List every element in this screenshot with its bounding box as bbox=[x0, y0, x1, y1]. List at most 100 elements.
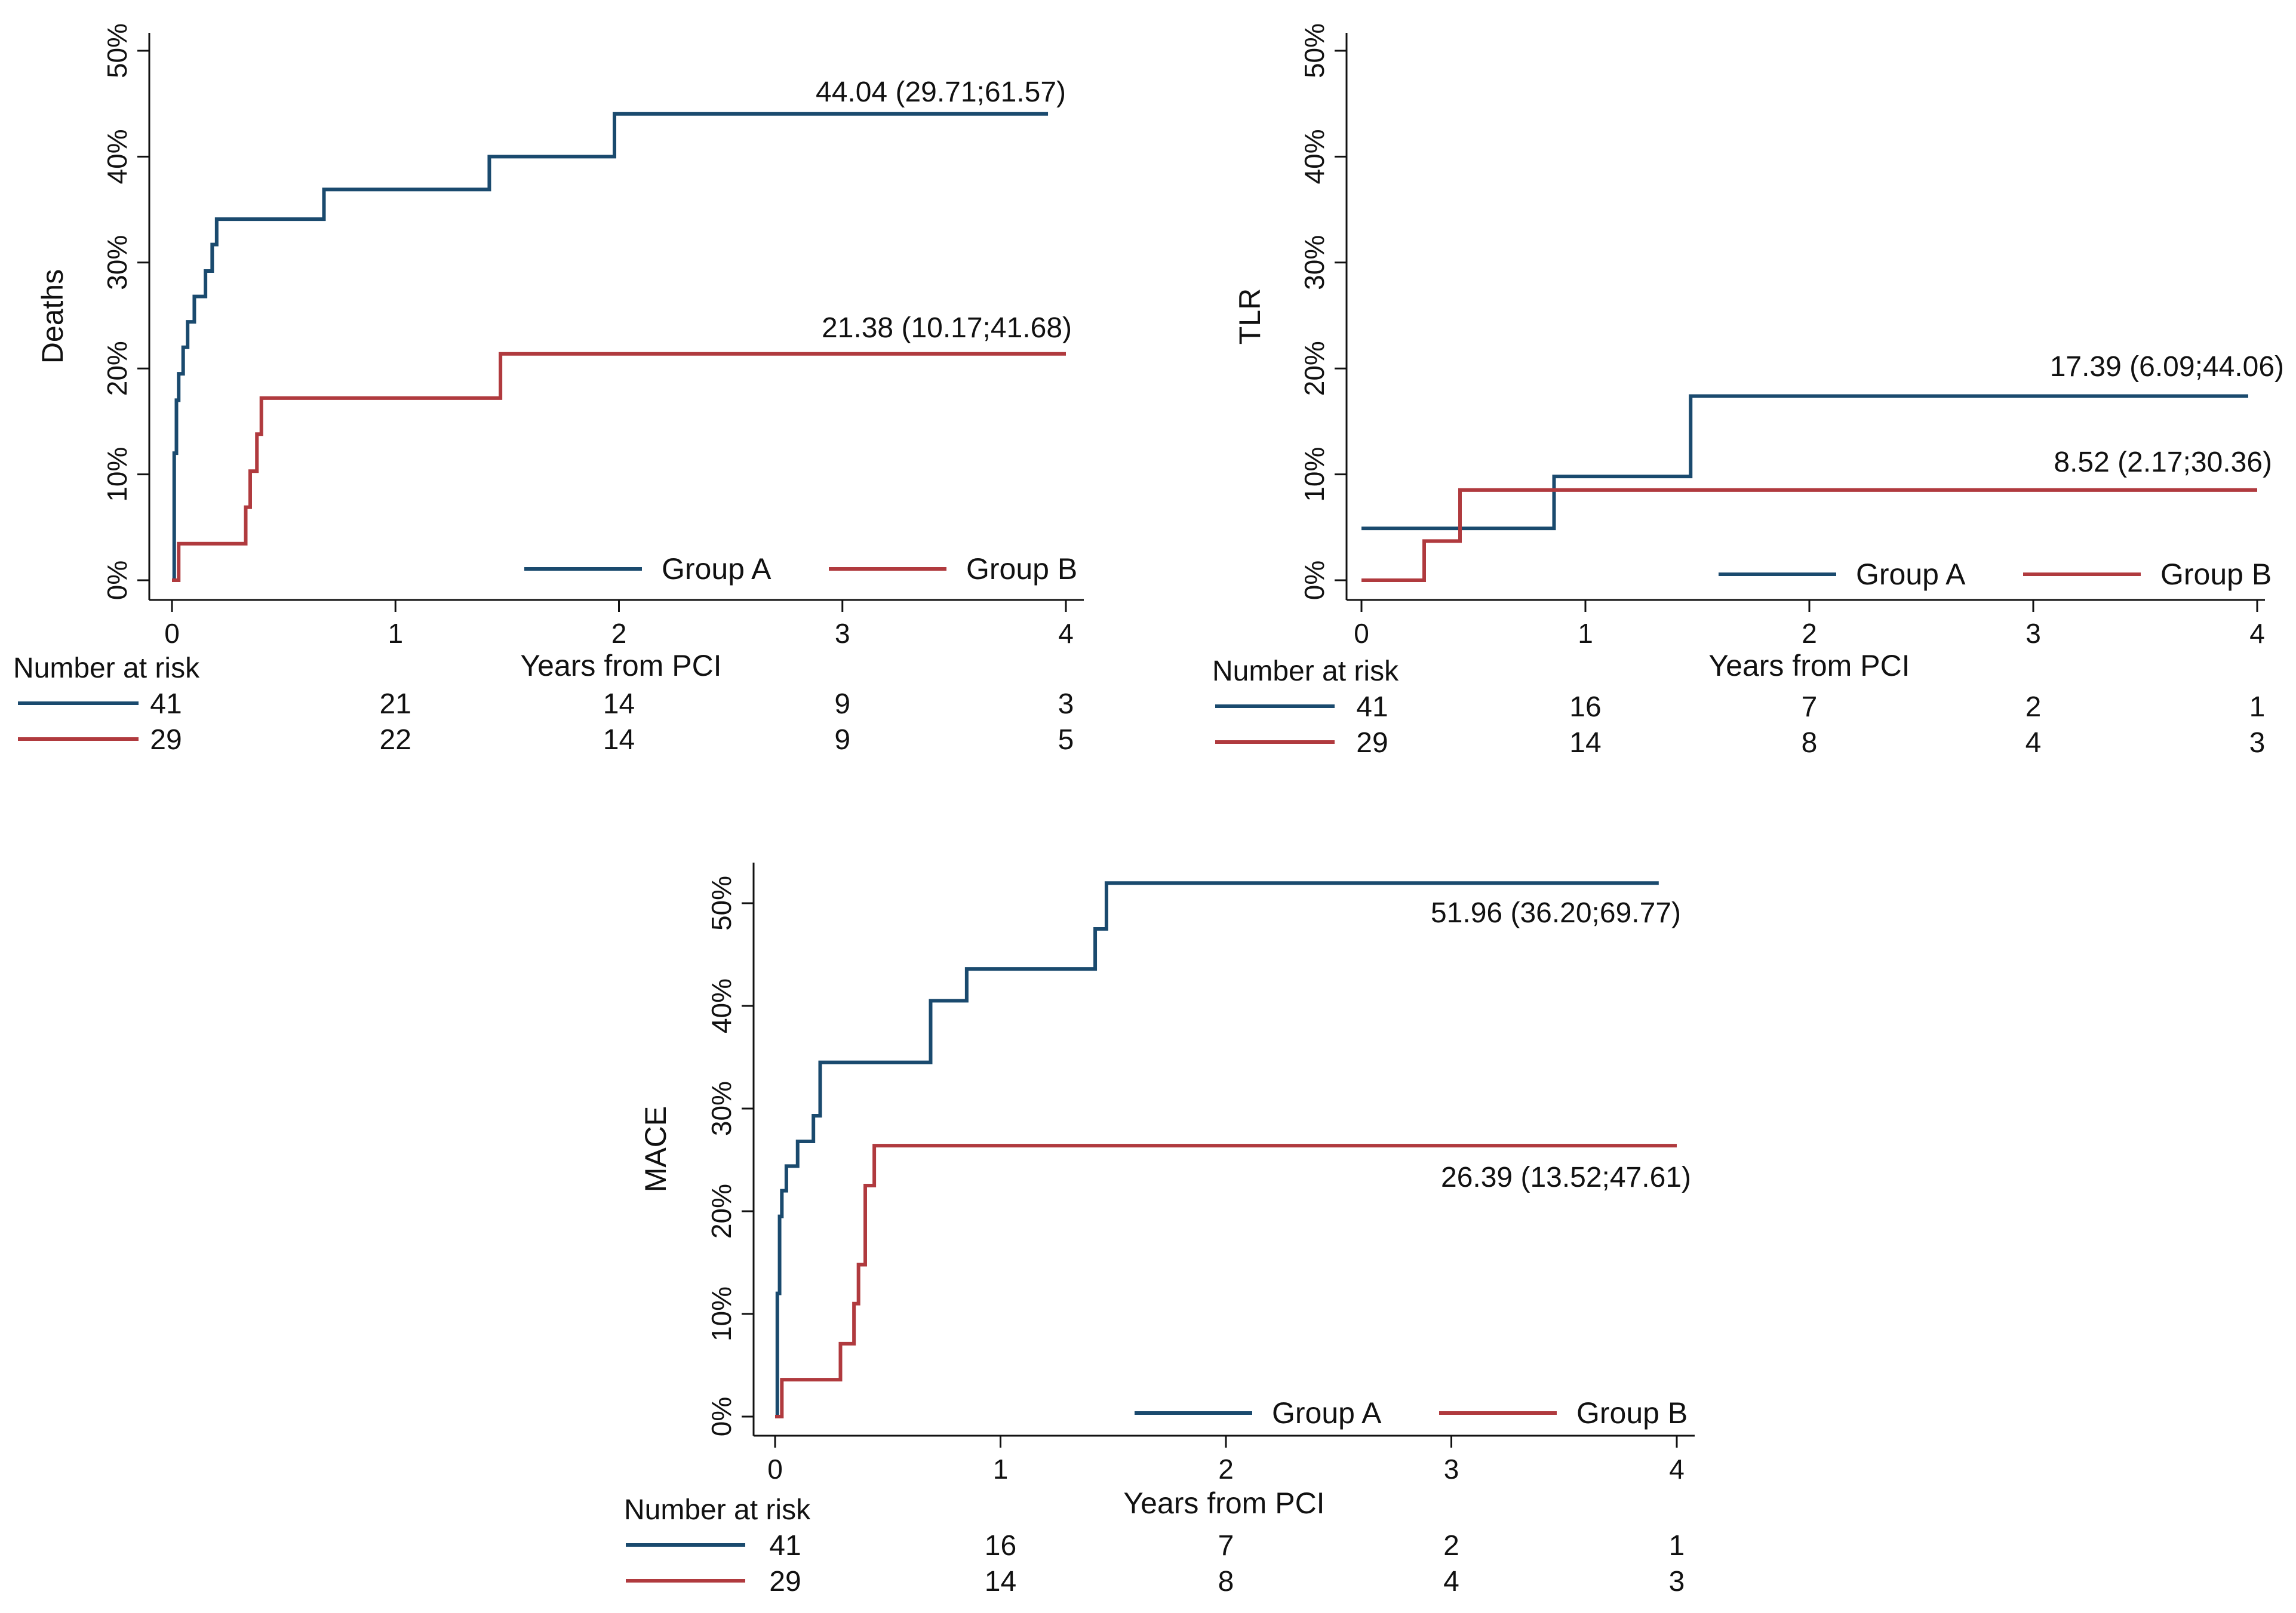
x-tick-label: 3 bbox=[835, 618, 850, 649]
risk-value: 29 bbox=[150, 724, 182, 756]
risk-table: Number at risk 41 16 7 2 1 29 14 8 4 3 bbox=[624, 1494, 1685, 1597]
y-tick-label: 0% bbox=[1299, 561, 1330, 600]
risk-value: 14 bbox=[603, 688, 635, 720]
y-tick-label: 40% bbox=[1299, 129, 1330, 184]
y-tick-label: 40% bbox=[706, 978, 737, 1033]
x-tick-label: 0 bbox=[164, 618, 180, 649]
risk-value: 14 bbox=[1569, 727, 1601, 759]
risk-value: 9 bbox=[834, 688, 850, 720]
x-tick-label: 4 bbox=[1669, 1454, 1685, 1485]
x-axis-title: Years from PCI bbox=[520, 649, 721, 682]
y-tick-label: 50% bbox=[102, 23, 133, 78]
x-tick-label: 4 bbox=[2249, 618, 2265, 649]
risk-table-title: Number at risk bbox=[1212, 655, 1399, 687]
risk-value: 3 bbox=[1058, 688, 1074, 720]
annotation-group-b: 26.39 (13.52;47.61) bbox=[1441, 1162, 1691, 1193]
x-tick-label: 0 bbox=[767, 1454, 783, 1485]
risk-value: 22 bbox=[380, 724, 411, 756]
risk-value: 41 bbox=[769, 1530, 801, 1562]
x-tick-label: 3 bbox=[2025, 618, 2041, 649]
risk-value: 2 bbox=[1443, 1530, 1459, 1562]
risk-value: 9 bbox=[834, 724, 850, 756]
y-tick-label: 30% bbox=[102, 235, 133, 290]
risk-value: 16 bbox=[985, 1530, 1016, 1562]
series-line-group-a bbox=[1361, 394, 2248, 531]
legend-label: Group A bbox=[1272, 1396, 1382, 1430]
series-line-group-a bbox=[775, 881, 1659, 1418]
y-tick-label: 20% bbox=[1299, 341, 1330, 396]
series-line-group-b bbox=[775, 1144, 1677, 1418]
chart-deaths: 0% 10% 20% 30% 40% 50% 0 1 2 3 4 Deaths Years from P… bbox=[13, 23, 1084, 756]
y-tick-label: 10% bbox=[102, 447, 133, 502]
y-tick-label: 30% bbox=[1299, 235, 1330, 290]
risk-value: 41 bbox=[1356, 691, 1388, 723]
risk-value: 1 bbox=[1669, 1530, 1685, 1562]
y-tick-label: 0% bbox=[102, 561, 133, 600]
risk-value: 1 bbox=[2249, 691, 2266, 723]
y-tick-label: 50% bbox=[706, 876, 737, 931]
x-tick-label: 1 bbox=[993, 1454, 1009, 1485]
series-line-group-b bbox=[1361, 488, 2257, 582]
x-axis-title: Years from PCI bbox=[1123, 1486, 1324, 1520]
risk-value: 2 bbox=[2025, 691, 2042, 723]
x-tick-label: 1 bbox=[388, 618, 403, 649]
legend-label: Group B bbox=[1576, 1396, 1688, 1430]
y-axis-title: TLR bbox=[1233, 288, 1267, 344]
legend-label: Group B bbox=[2160, 558, 2272, 591]
risk-value: 16 bbox=[1569, 691, 1601, 723]
risk-value: 3 bbox=[2249, 727, 2266, 759]
risk-table: Number at risk 41 16 7 2 1 29 14 8 4 3 bbox=[1212, 655, 2265, 759]
risk-table-title: Number at risk bbox=[13, 652, 200, 684]
annotation-group-b: 8.52 (2.17;30.36) bbox=[2054, 447, 2272, 478]
series-line-group-b bbox=[172, 352, 1066, 582]
y-axis-title: MACE bbox=[639, 1106, 672, 1192]
risk-value: 7 bbox=[1802, 691, 1818, 723]
x-tick-label: 2 bbox=[1218, 1454, 1234, 1485]
risk-value: 8 bbox=[1802, 727, 1818, 759]
chart-mace: 0% 10% 20% 30% 40% 50% 0 1 2 3 4 MACE Years from PCI… bbox=[624, 863, 1695, 1597]
y-tick-label: 20% bbox=[706, 1184, 737, 1239]
x-tick-label: 1 bbox=[1578, 618, 1593, 649]
y-tick-label: 40% bbox=[102, 129, 133, 184]
x-tick-label: 2 bbox=[611, 618, 627, 649]
legend-label: Group A bbox=[662, 552, 772, 586]
y-tick-label: 10% bbox=[1299, 447, 1330, 502]
x-axis-title: Years from PCI bbox=[1708, 649, 1910, 682]
risk-table: Number at risk 41 21 14 9 3 29 22 14 9 5 bbox=[13, 652, 1074, 756]
legend-label: Group B bbox=[966, 552, 1077, 586]
risk-value: 7 bbox=[1218, 1530, 1234, 1562]
risk-value: 4 bbox=[1443, 1566, 1459, 1597]
risk-value: 29 bbox=[769, 1566, 801, 1597]
risk-value: 4 bbox=[2025, 727, 2042, 759]
risk-value: 14 bbox=[603, 724, 635, 756]
x-tick-label: 0 bbox=[1354, 618, 1369, 649]
y-tick-label: 30% bbox=[706, 1081, 737, 1136]
annotation-group-b: 21.38 (10.17;41.68) bbox=[822, 312, 1072, 344]
risk-value: 41 bbox=[150, 688, 182, 720]
series-line-group-a bbox=[172, 112, 1049, 582]
risk-value: 21 bbox=[380, 688, 411, 720]
y-tick-label: 50% bbox=[1299, 23, 1330, 78]
y-tick-label: 10% bbox=[706, 1286, 737, 1341]
legend: Group A Group B bbox=[1135, 1396, 1688, 1430]
x-tick-label: 3 bbox=[1444, 1454, 1459, 1485]
legend-label: Group A bbox=[1856, 558, 1966, 591]
chart-tlr: 0% 10% 20% 30% 40% 50% 0 1 2 3 4 TLR Years from PCI 1… bbox=[1212, 23, 2284, 759]
risk-value: 3 bbox=[1669, 1566, 1685, 1597]
risk-value: 8 bbox=[1218, 1566, 1234, 1597]
annotation-group-a: 51.96 (36.20;69.77) bbox=[1431, 897, 1681, 929]
annotation-group-a: 17.39 (6.09;44.06) bbox=[2050, 351, 2284, 383]
legend: Group A Group B bbox=[1719, 558, 2272, 591]
legend: Group A Group B bbox=[524, 552, 1077, 586]
risk-value: 14 bbox=[985, 1566, 1016, 1597]
y-tick-label: 0% bbox=[706, 1397, 737, 1436]
y-axis-title: Deaths bbox=[36, 269, 69, 364]
annotation-group-a: 44.04 (29.71;61.57) bbox=[816, 76, 1066, 108]
y-tick-label: 20% bbox=[102, 341, 133, 396]
risk-table-title: Number at risk bbox=[624, 1494, 811, 1526]
x-tick-label: 4 bbox=[1058, 618, 1074, 649]
risk-value: 5 bbox=[1058, 724, 1074, 756]
risk-value: 29 bbox=[1356, 727, 1388, 759]
x-tick-label: 2 bbox=[1802, 618, 1817, 649]
